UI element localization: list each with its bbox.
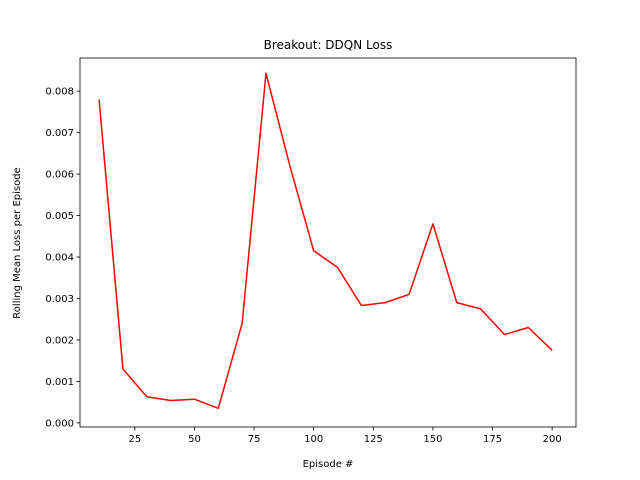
y-tick-label: 0.007	[45, 128, 74, 139]
y-tick-label: 0.001	[45, 377, 74, 388]
y-tick-label: 0.002	[45, 335, 74, 346]
plot-frame	[79, 57, 577, 428]
x-tick-label: 75	[248, 434, 261, 445]
y-tick-label: 0.005	[45, 211, 74, 222]
y-tick-label: 0.003	[45, 294, 74, 305]
y-tick-label: 0.004	[45, 253, 74, 264]
y-tick-label: 0.000	[45, 418, 74, 429]
x-tick-label: 200	[543, 434, 562, 445]
y-tick-label: 0.008	[45, 87, 74, 98]
y-axis: 0.000 0.001 0.002 0.003 0.004 0.005 0.006 0.007…	[45, 87, 80, 429]
x-tick-label: 25	[128, 434, 141, 445]
x-tick-label: 50	[188, 434, 201, 445]
x-axis-label: Episode #	[303, 459, 354, 470]
y-axis-label: Rolling Mean Loss per Episode	[12, 167, 23, 318]
plot-area	[79, 57, 577, 428]
x-tick-label: 100	[304, 434, 323, 445]
x-tick-label: 150	[423, 434, 442, 445]
x-axis: 25 50 75 100 125 150 175 200	[128, 427, 562, 445]
series-line-0	[98, 72, 553, 410]
x-tick-label: 175	[483, 434, 502, 445]
y-tick-label: 0.006	[45, 170, 74, 181]
chart-title: Breakout: DDQN Loss	[264, 38, 393, 52]
x-tick-label: 125	[364, 434, 383, 445]
